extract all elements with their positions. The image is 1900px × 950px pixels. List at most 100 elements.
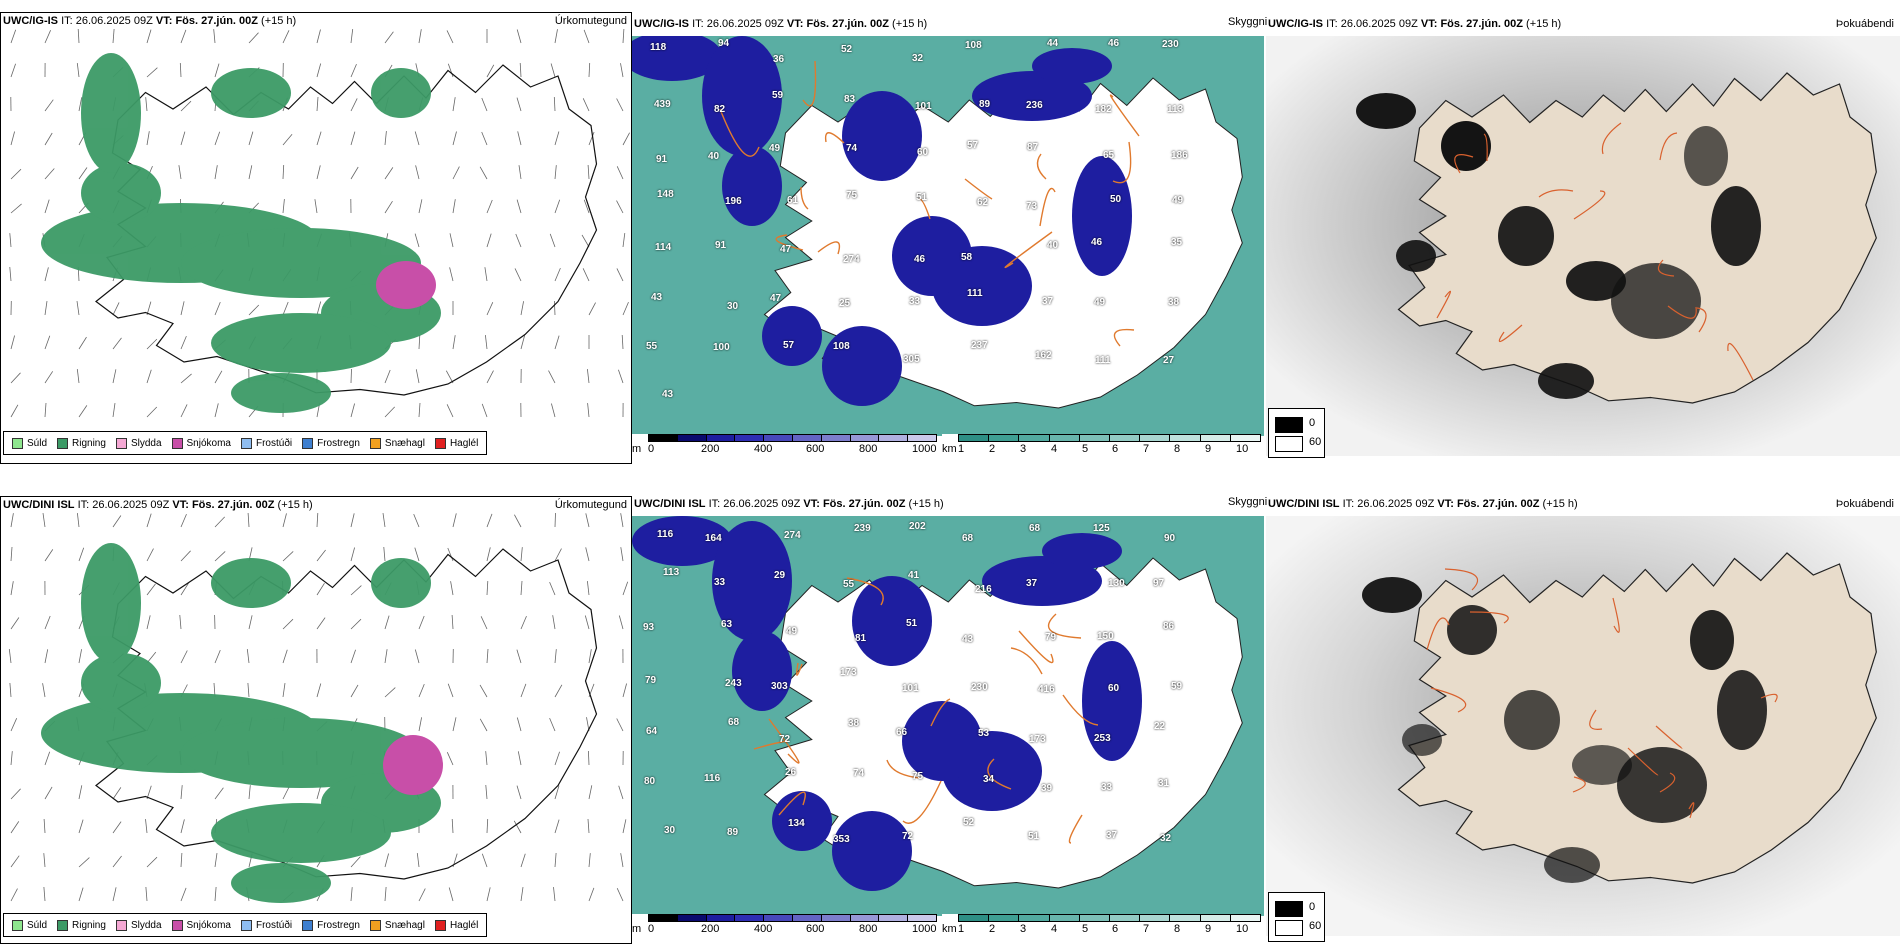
colorbar-tick: 8 xyxy=(1174,923,1181,935)
road-line xyxy=(1498,324,1523,342)
wind-barb xyxy=(44,267,49,282)
cloud-base-label: 162 xyxy=(1035,350,1052,361)
wind-barb xyxy=(485,784,488,800)
low-cloud-area xyxy=(632,516,732,566)
colorbar-segment xyxy=(1139,434,1171,442)
wind-barb xyxy=(214,301,221,316)
cloud-base-label: 91 xyxy=(715,240,727,251)
wind-barb xyxy=(10,404,19,418)
wind-barb xyxy=(622,301,629,316)
rain-area xyxy=(211,803,391,863)
wind-barb xyxy=(418,199,423,214)
cloud-base-label: 79 xyxy=(1045,632,1057,643)
wind-barb xyxy=(248,785,251,800)
road-line xyxy=(1109,94,1140,137)
road-line xyxy=(902,780,942,824)
precip-panel-2: UWC/DINI ISL IT: 26.06.2025 09Z VT: Fös.… xyxy=(0,496,632,944)
wind-barb xyxy=(520,547,523,562)
colorbar-tick: 600 xyxy=(806,923,825,935)
cloud-base-label: 274 xyxy=(784,530,801,541)
wind-barb xyxy=(550,63,556,78)
cloud-base-label: 439 xyxy=(654,99,671,110)
cloud-base-label: 34 xyxy=(983,774,995,785)
fog-area xyxy=(1356,93,1416,129)
wind-barb xyxy=(214,516,225,528)
colorbar-tick: 400 xyxy=(754,923,773,935)
cloud-base-label: 47 xyxy=(770,293,782,304)
wind-barb xyxy=(146,29,152,44)
wind-barb xyxy=(554,267,561,282)
wind-barb xyxy=(418,334,421,350)
wind-barb xyxy=(588,649,592,664)
visibility-panel-1: UWC/IG-IS IT: 26.06.2025 09Z VT: Fös. 27… xyxy=(632,16,1264,464)
low-cloud-area xyxy=(822,326,902,406)
colorbar-segment xyxy=(1109,914,1141,922)
road-line xyxy=(824,132,845,144)
road-line xyxy=(795,662,803,676)
colorbar-segment xyxy=(763,914,793,922)
legend-item: Slydda xyxy=(115,919,162,931)
wind-barb xyxy=(583,199,590,214)
wind-barb xyxy=(548,370,556,384)
colorbar-tick: 2 xyxy=(989,443,996,455)
wind-barb xyxy=(146,651,157,664)
colorbar-segment xyxy=(648,434,678,442)
visibility-header-1: UWC/IG-IS IT: 26.06.2025 09Z VT: Fös. 27… xyxy=(632,16,1264,32)
wind-barb xyxy=(554,649,557,664)
wind-barb xyxy=(446,30,454,44)
colorbar-segment xyxy=(988,434,1020,442)
rain-area xyxy=(81,163,161,223)
wind-barb xyxy=(587,581,590,596)
legend-item: Frostregn xyxy=(302,919,360,931)
wind-barb xyxy=(452,199,456,214)
road-line xyxy=(1426,617,1450,651)
cloud-base-label: 51 xyxy=(906,618,918,629)
wind-barb xyxy=(418,615,425,630)
cloud-base-label: 50 xyxy=(1110,194,1122,205)
low-cloud-area xyxy=(832,811,912,891)
wind-barb xyxy=(180,887,187,902)
wind-barb xyxy=(384,406,395,418)
cloud-base-label: 30 xyxy=(727,301,739,312)
cloud-base-label: 33 xyxy=(1101,782,1113,793)
wind-barb xyxy=(479,166,488,180)
cloud-base-label: 49 xyxy=(1094,297,1106,308)
wind-barb xyxy=(316,63,322,78)
wind-barb xyxy=(350,618,362,630)
road-line xyxy=(1068,814,1083,844)
road-line xyxy=(1047,613,1082,639)
legend-label: Frostúði xyxy=(255,437,293,449)
visibility-header-2: UWC/DINI ISL IT: 26.06.2025 09Z VT: Fös.… xyxy=(632,496,1264,512)
wind-barb xyxy=(44,301,48,316)
cloud-base-label: 113 xyxy=(663,567,680,578)
colorbar-segment xyxy=(1109,434,1141,442)
cloud-base-label: 75 xyxy=(912,771,924,782)
wind-barb xyxy=(350,368,352,384)
cloud-base-label: 111 xyxy=(1095,355,1111,366)
cloud-base-label: 47 xyxy=(780,244,792,255)
fog-panel-2: UWC/DINI ISL IT: 26.06.2025 09Z VT: Fös.… xyxy=(1266,496,1900,944)
wind-barb xyxy=(618,785,624,800)
wind-barb xyxy=(553,887,556,902)
cloud-base-label: 25 xyxy=(839,298,851,309)
road-line xyxy=(918,198,931,220)
wind-barb xyxy=(451,614,454,630)
wind-barb xyxy=(616,200,624,214)
low-cloud-area xyxy=(972,71,1092,121)
precip-title-2: Úrkomutegund xyxy=(554,499,627,511)
wind-barb xyxy=(620,63,624,78)
wind-barb xyxy=(552,615,556,630)
wind-barb xyxy=(554,199,561,214)
legend-label: Frostúði xyxy=(255,919,293,931)
road-line xyxy=(800,186,809,210)
cloud-base-label: 75 xyxy=(846,190,858,201)
road-line xyxy=(1430,687,1467,713)
low-cloud-area xyxy=(842,91,922,181)
colorbar-segment xyxy=(1078,434,1110,442)
legend-item: Rigning xyxy=(57,919,106,931)
wind-barb xyxy=(78,405,88,418)
colorbar-segment xyxy=(792,914,822,922)
wind-barb xyxy=(44,30,51,44)
wind-barb xyxy=(520,887,524,902)
wind-barb xyxy=(384,167,394,180)
